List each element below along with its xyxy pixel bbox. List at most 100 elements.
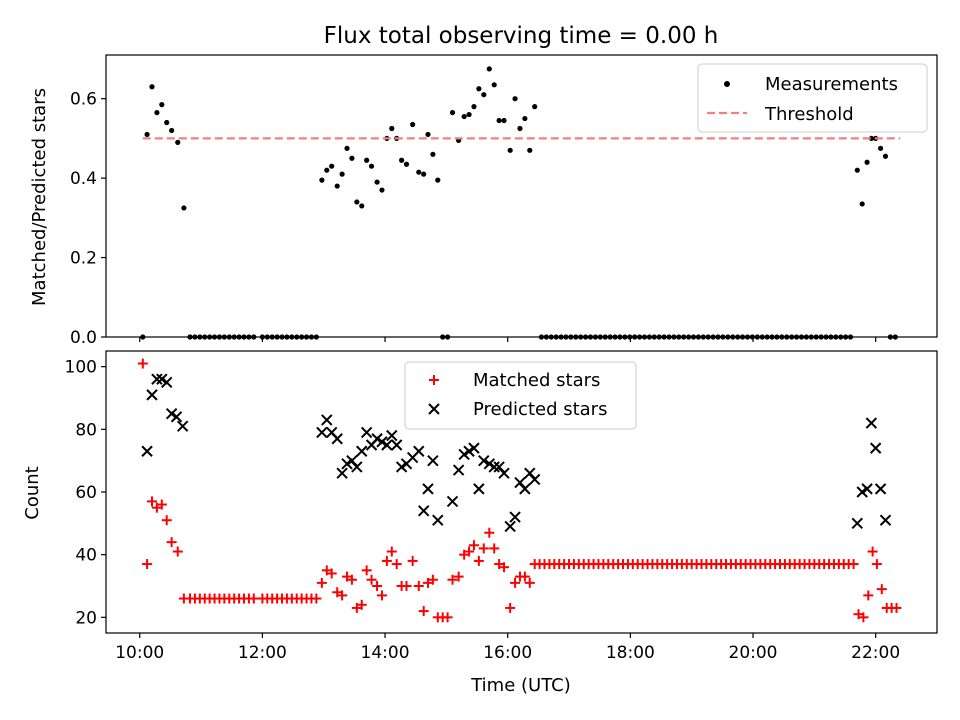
legend-label-measurements: Measurements — [765, 74, 898, 95]
matched-star-point — [442, 612, 453, 623]
matched-star-point — [863, 590, 874, 601]
x-tick-label: 18:00 — [606, 643, 655, 663]
measurement-point — [364, 157, 370, 163]
predicted-star-point — [161, 376, 173, 389]
measurement-point — [496, 117, 502, 124]
measurement-point — [334, 183, 340, 189]
matched-star-point — [172, 546, 183, 557]
matched-star-point — [484, 527, 495, 538]
y-tick-label: 40 — [75, 546, 97, 566]
predicted-star-point — [869, 442, 882, 454]
predicted-star-point — [478, 454, 490, 467]
predicted-star-point — [321, 414, 333, 426]
y-tick-label: 80 — [75, 420, 97, 440]
predicted-star-point — [316, 426, 328, 439]
ratio-panel: Flux total observing time = 0.00 h Match… — [29, 23, 938, 348]
matched-star-point — [891, 602, 902, 613]
measurement-point — [859, 201, 865, 207]
measurement-point — [368, 163, 375, 169]
predicted-star-point — [141, 445, 153, 457]
matched-star-point — [391, 559, 402, 570]
legend-label-matched: Matched stars — [473, 370, 600, 391]
measurement-point — [522, 115, 528, 122]
matched-star-point — [361, 565, 372, 576]
matched-star-point — [499, 562, 510, 573]
y-tick-label: 0.2 — [70, 249, 97, 269]
matched-star-point — [356, 599, 367, 610]
predicted-star-point — [360, 426, 373, 439]
measurement-point — [354, 199, 360, 205]
matched-star-point — [311, 593, 322, 604]
predicted-star-point — [146, 389, 158, 401]
x-tick-label: 22:00 — [851, 643, 900, 663]
measurement-point — [324, 167, 330, 173]
measurement-point — [389, 125, 395, 132]
measurement-point — [882, 153, 889, 159]
predicted-star-point — [432, 514, 444, 526]
matched-star-point — [464, 546, 475, 557]
legend-marker-predicted — [428, 403, 440, 415]
matched-star-point — [401, 581, 412, 591]
legend-marker-matched — [429, 375, 439, 385]
bottom-y-axis-label: Count — [22, 466, 43, 519]
matched-star-point — [453, 571, 464, 582]
matched-star-point — [871, 559, 882, 570]
matched-star-point — [489, 543, 500, 554]
measurement-point — [379, 187, 385, 193]
measurement-point — [403, 161, 410, 167]
matched-star-point — [510, 577, 521, 588]
matched-star-point — [468, 540, 479, 551]
predicted-star-point — [446, 495, 459, 508]
predicted-star-point — [170, 411, 183, 423]
predicted-star-point — [498, 467, 510, 479]
matched-star-point — [505, 602, 516, 613]
legend-label-threshold: Threshold — [764, 104, 854, 125]
matched-star-point — [524, 577, 535, 588]
matched-star-point — [407, 555, 418, 566]
predicted-star-point — [417, 505, 430, 517]
matched-star-point — [473, 555, 484, 566]
predicted-star-point — [865, 417, 878, 429]
predicted-star-point — [468, 442, 480, 454]
measurement-point — [466, 111, 472, 118]
y-tick-label: 60 — [75, 483, 97, 503]
predicted-star-point — [427, 454, 439, 467]
measurement-point — [476, 86, 482, 92]
predicted-star-point — [356, 445, 368, 457]
x-tick-label: 20:00 — [729, 643, 778, 663]
measurement-point — [512, 96, 518, 102]
x-tick-label: 16:00 — [483, 643, 532, 663]
predicted-star-point — [386, 429, 398, 442]
matched-star-point — [326, 568, 337, 579]
measurement-point — [486, 66, 492, 72]
matched-star-point — [413, 581, 424, 591]
measurement-point — [344, 145, 350, 151]
measurement-point — [877, 145, 884, 151]
predicted-star-point — [874, 483, 887, 495]
matched-star-point — [876, 584, 887, 595]
legend-marker-measurements — [724, 81, 730, 87]
matched-star-point — [381, 555, 392, 566]
legend-label-predicted: Predicted stars — [473, 399, 607, 420]
x-tick-label: 12:00 — [238, 643, 287, 663]
measurement-point — [501, 117, 507, 124]
matched-star-point — [146, 496, 157, 507]
matched-star-point — [142, 559, 153, 570]
predicted-star-point — [176, 420, 189, 432]
measurement-point — [868, 135, 874, 142]
measurement-point — [164, 119, 170, 126]
matched-star-point — [366, 574, 377, 585]
measurement-point — [169, 127, 175, 134]
y-tick-label: 0.0 — [70, 328, 97, 348]
measurement-point — [481, 92, 487, 98]
measurement-point — [527, 147, 533, 153]
matched-star-point — [248, 593, 259, 604]
measurement-point — [410, 121, 416, 128]
matched-star-point — [447, 574, 458, 585]
measurement-point — [154, 109, 160, 116]
measurement-point — [430, 151, 436, 157]
predicted-star-point — [861, 483, 873, 495]
y-tick-label: 0.6 — [70, 90, 97, 110]
matched-star-point — [418, 606, 429, 617]
matched-star-point — [867, 546, 878, 557]
